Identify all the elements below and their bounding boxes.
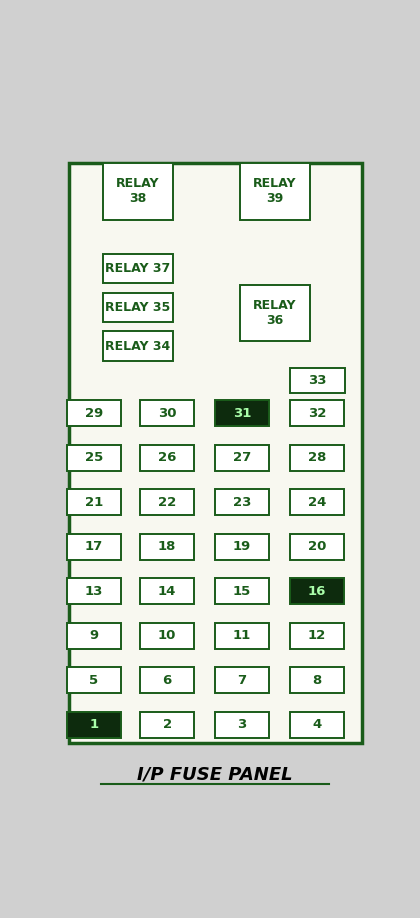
Text: 10: 10	[158, 629, 176, 643]
Text: RELAY
39: RELAY 39	[253, 177, 297, 206]
FancyBboxPatch shape	[103, 163, 173, 219]
FancyBboxPatch shape	[240, 163, 310, 219]
Text: 28: 28	[308, 451, 326, 465]
Text: 18: 18	[158, 540, 176, 554]
FancyBboxPatch shape	[290, 489, 344, 515]
Text: 13: 13	[85, 585, 103, 598]
Text: 9: 9	[89, 629, 99, 643]
FancyBboxPatch shape	[67, 533, 121, 560]
Text: 19: 19	[233, 540, 251, 554]
FancyBboxPatch shape	[215, 578, 269, 604]
FancyBboxPatch shape	[290, 622, 344, 649]
Text: 2: 2	[163, 718, 172, 732]
Text: 15: 15	[233, 585, 251, 598]
FancyBboxPatch shape	[215, 489, 269, 515]
Text: 16: 16	[308, 585, 326, 598]
FancyBboxPatch shape	[67, 578, 121, 604]
FancyBboxPatch shape	[67, 400, 121, 426]
FancyBboxPatch shape	[140, 622, 194, 649]
FancyBboxPatch shape	[140, 489, 194, 515]
FancyBboxPatch shape	[67, 444, 121, 471]
Text: I/P FUSE PANEL: I/P FUSE PANEL	[137, 766, 293, 784]
Text: 29: 29	[85, 407, 103, 420]
Text: RELAY
38: RELAY 38	[116, 177, 160, 206]
FancyBboxPatch shape	[67, 622, 121, 649]
Text: 21: 21	[85, 496, 103, 509]
Text: 27: 27	[233, 451, 251, 465]
FancyBboxPatch shape	[140, 578, 194, 604]
FancyBboxPatch shape	[140, 667, 194, 693]
FancyBboxPatch shape	[290, 444, 344, 471]
FancyBboxPatch shape	[290, 368, 345, 393]
Text: 1: 1	[89, 718, 99, 732]
FancyBboxPatch shape	[140, 533, 194, 560]
FancyBboxPatch shape	[103, 293, 173, 322]
FancyBboxPatch shape	[67, 711, 121, 738]
FancyBboxPatch shape	[290, 400, 344, 426]
FancyBboxPatch shape	[103, 331, 173, 361]
FancyBboxPatch shape	[140, 444, 194, 471]
Text: 6: 6	[163, 674, 172, 687]
Text: RELAY 37: RELAY 37	[105, 262, 171, 275]
Text: 30: 30	[158, 407, 176, 420]
FancyBboxPatch shape	[215, 400, 269, 426]
FancyBboxPatch shape	[67, 667, 121, 693]
Text: 14: 14	[158, 585, 176, 598]
FancyBboxPatch shape	[215, 622, 269, 649]
Text: 11: 11	[233, 629, 251, 643]
Text: 4: 4	[312, 718, 322, 732]
FancyBboxPatch shape	[215, 711, 269, 738]
FancyBboxPatch shape	[140, 400, 194, 426]
FancyBboxPatch shape	[103, 253, 173, 284]
Text: 31: 31	[233, 407, 251, 420]
Text: 24: 24	[308, 496, 326, 509]
FancyBboxPatch shape	[215, 533, 269, 560]
Text: 22: 22	[158, 496, 176, 509]
FancyBboxPatch shape	[240, 285, 310, 341]
Text: RELAY 35: RELAY 35	[105, 301, 171, 314]
FancyBboxPatch shape	[215, 667, 269, 693]
FancyBboxPatch shape	[290, 578, 344, 604]
Text: 5: 5	[89, 674, 99, 687]
Text: 3: 3	[237, 718, 247, 732]
Text: 12: 12	[308, 629, 326, 643]
Text: 26: 26	[158, 451, 176, 465]
Text: 7: 7	[238, 674, 247, 687]
FancyBboxPatch shape	[290, 711, 344, 738]
FancyBboxPatch shape	[69, 163, 362, 743]
FancyBboxPatch shape	[290, 533, 344, 560]
Text: 17: 17	[85, 540, 103, 554]
Text: 20: 20	[308, 540, 326, 554]
Text: 25: 25	[85, 451, 103, 465]
FancyBboxPatch shape	[67, 489, 121, 515]
FancyBboxPatch shape	[290, 667, 344, 693]
Text: 32: 32	[308, 407, 326, 420]
Text: 33: 33	[309, 374, 327, 387]
Text: RELAY 34: RELAY 34	[105, 340, 171, 353]
Text: RELAY
36: RELAY 36	[253, 299, 297, 327]
FancyBboxPatch shape	[215, 444, 269, 471]
Text: 8: 8	[312, 674, 322, 687]
Text: 23: 23	[233, 496, 251, 509]
FancyBboxPatch shape	[140, 711, 194, 738]
